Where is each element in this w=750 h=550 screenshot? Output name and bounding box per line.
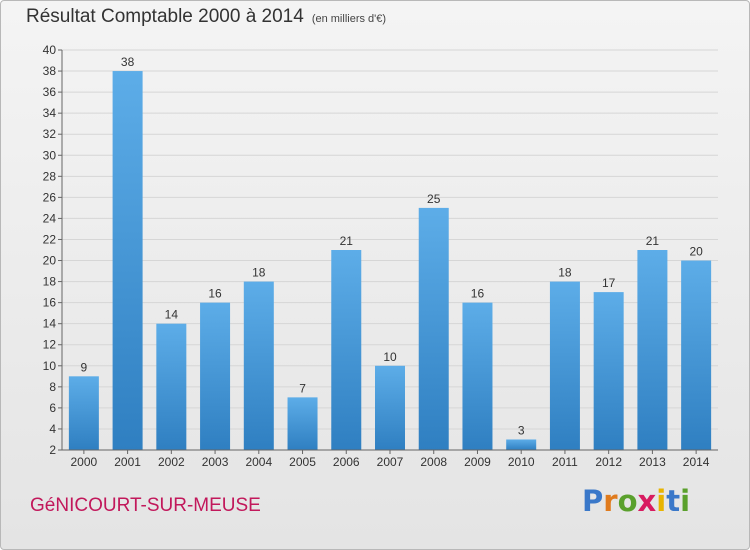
bar [200, 302, 231, 450]
bar-value-label: 21 [340, 234, 354, 248]
logo-letter: P [582, 484, 604, 518]
bar [462, 302, 493, 450]
bar-value-label: 10 [383, 350, 397, 364]
bar [331, 250, 362, 450]
logo-letter: i [656, 484, 667, 518]
logo-letter: x [637, 484, 657, 518]
bar-value-label: 3 [518, 423, 525, 437]
x-tick-label: 2014 [683, 455, 710, 469]
y-tick-label: 36 [43, 85, 57, 99]
chart-title: Résultat Comptable 2000 à 2014 (en millie… [26, 6, 386, 28]
x-tick-label: 2006 [333, 455, 360, 469]
x-tick-label: 2001 [114, 455, 141, 469]
title-text: Résultat Comptable 2000 à 2014 [26, 6, 304, 27]
bar-value-label: 16 [208, 287, 222, 301]
bar [68, 376, 99, 450]
bar [375, 365, 405, 450]
logo-letter: o [617, 484, 638, 518]
y-tick-label: 6 [49, 401, 56, 415]
x-tick-label: 2008 [420, 455, 447, 469]
x-tick-label: 2010 [508, 455, 535, 469]
y-tick-label: 12 [43, 338, 57, 352]
bar-value-label: 18 [558, 266, 572, 280]
bar-value-label: 14 [165, 308, 179, 322]
y-tick-label: 30 [43, 148, 57, 162]
logo-letter: i [680, 484, 691, 518]
y-tick-label: 38 [43, 64, 57, 78]
bar [549, 281, 580, 450]
bar-value-label: 25 [427, 192, 441, 206]
x-tick-label: 2005 [289, 455, 316, 469]
y-tick-label: 28 [43, 169, 57, 183]
axes: 2468101214161820222426283032343638402000… [43, 43, 718, 469]
x-tick-label: 2000 [71, 455, 98, 469]
y-tick-label: 2 [49, 443, 56, 457]
bar-value-label: 18 [252, 266, 266, 280]
y-tick-label: 24 [43, 211, 57, 225]
x-tick-label: 2002 [158, 455, 185, 469]
logo-letter: r [603, 484, 618, 518]
x-tick-label: 2011 [552, 455, 578, 469]
bars: 9 38 14 16 18 7 21 10 25 16 3 18 17 21 20 [68, 55, 712, 450]
bar [681, 260, 712, 450]
bar-value-label: 7 [299, 381, 306, 395]
x-tick-label: 2013 [639, 455, 666, 469]
bar [506, 439, 537, 450]
y-tick-label: 10 [43, 359, 57, 373]
bar-value-label: 16 [471, 287, 485, 301]
bar-value-label: 20 [689, 245, 703, 259]
bar [112, 71, 143, 450]
y-tick-label: 4 [49, 422, 56, 436]
y-tick-label: 20 [43, 254, 57, 268]
y-tick-label: 8 [49, 380, 56, 394]
logo-letter: t [666, 484, 681, 518]
y-tick-label: 32 [43, 127, 57, 141]
y-tick-label: 14 [43, 317, 57, 331]
bar-value-label: 9 [81, 360, 88, 374]
y-tick-label: 26 [43, 190, 57, 204]
x-tick-label: 2007 [377, 455, 404, 469]
bar [418, 207, 449, 450]
commune-name: GéNICOURT-SUR-MEUSE [30, 495, 261, 516]
y-tick-label: 18 [43, 275, 57, 289]
bar-value-label: 38 [121, 55, 135, 69]
bar [156, 323, 187, 450]
bar-value-label: 17 [602, 276, 616, 290]
unit-label: (en milliers d'€) [311, 13, 387, 25]
y-tick-label: 16 [43, 296, 57, 310]
x-tick-label: 2009 [464, 455, 491, 469]
x-tick-label: 2012 [595, 455, 622, 469]
bar [637, 250, 668, 450]
y-tick-label: 22 [43, 232, 57, 246]
bar [593, 292, 624, 450]
proxiti-logo: Proxiti [582, 484, 690, 518]
x-tick-label: 2003 [202, 455, 229, 469]
y-tick-label: 40 [43, 43, 57, 57]
bar [287, 397, 318, 450]
x-tick-label: 2004 [245, 455, 272, 469]
y-tick-label: 34 [43, 106, 57, 120]
bar-value-label: 21 [646, 234, 660, 248]
bar [243, 281, 274, 450]
